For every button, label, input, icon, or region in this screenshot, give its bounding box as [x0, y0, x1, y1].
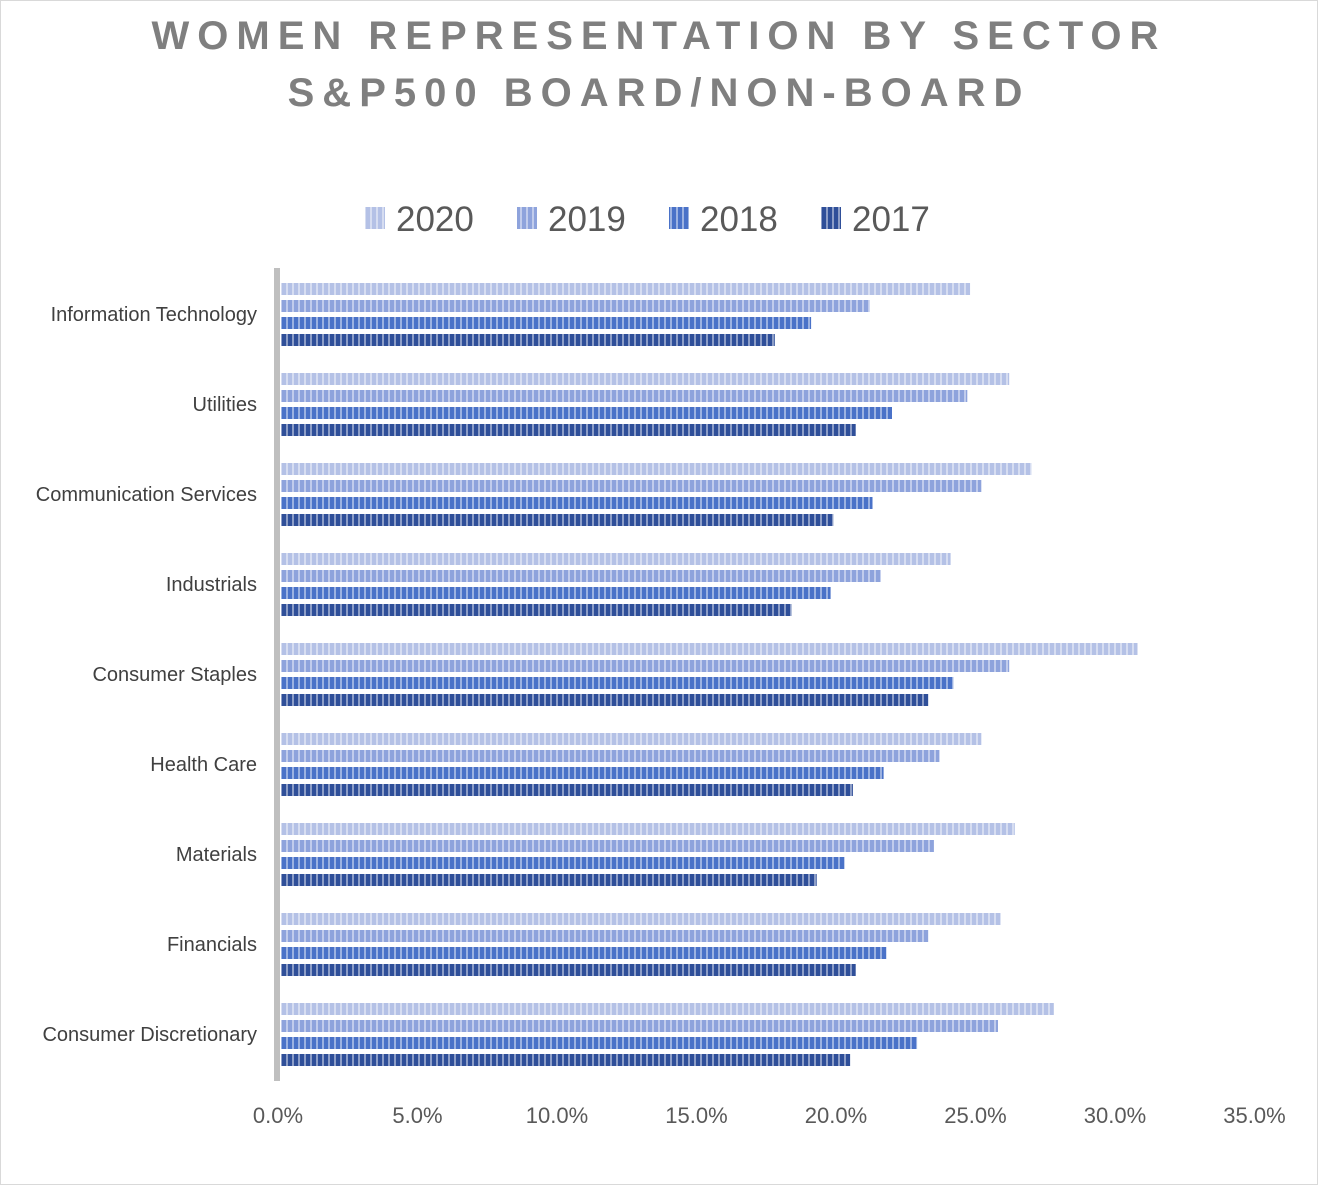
x-tick-label: 20.0% — [805, 1103, 867, 1128]
bar-2020-2 — [281, 463, 1032, 475]
legend-label-2019: 2019 — [548, 200, 626, 239]
legend-swatch-2018 — [669, 207, 689, 229]
bar-2020-0 — [281, 283, 971, 295]
bar-2017-0 — [281, 334, 775, 346]
bar-2018-6 — [281, 857, 845, 869]
bar-2017-6 — [281, 874, 817, 886]
x-tick-label: 25.0% — [944, 1103, 1006, 1128]
legend-swatch-2017 — [821, 207, 841, 229]
bar-2017-8 — [281, 1054, 851, 1066]
bar-2019-2 — [281, 480, 982, 492]
bar-2019-3 — [281, 570, 881, 582]
x-tick-label: 5.0% — [392, 1103, 442, 1128]
bar-2019-6 — [281, 840, 934, 852]
category-label: Industrials — [166, 574, 257, 596]
bar-2018-1 — [281, 407, 892, 419]
x-tick-label: 10.0% — [526, 1103, 588, 1128]
bar-2018-2 — [281, 497, 873, 509]
x-tick-label: 30.0% — [1084, 1103, 1146, 1128]
bar-2017-1 — [281, 424, 856, 436]
category-label: Consumer Discretionary — [42, 1024, 257, 1046]
chart-title-line-2: S&P500 BOARD/NON-BOARD — [287, 71, 1031, 115]
bars-group — [281, 283, 1138, 1066]
bar-2020-8 — [281, 1003, 1054, 1015]
legend-label-2020: 2020 — [396, 200, 474, 239]
bar-2019-4 — [281, 660, 1010, 672]
bar-2017-3 — [281, 604, 792, 616]
bar-2017-5 — [281, 784, 853, 796]
bar-2019-1 — [281, 390, 968, 402]
category-label: Utilities — [193, 394, 257, 416]
bar-2018-7 — [281, 947, 887, 959]
bar-2020-1 — [281, 373, 1010, 385]
bar-2018-8 — [281, 1037, 918, 1049]
legend-swatch-2020 — [365, 207, 385, 229]
y-axis-line — [274, 268, 280, 1081]
category-labels: Information Technology Utilities Communica… — [36, 304, 257, 1046]
x-tick-label: 35.0% — [1223, 1103, 1285, 1128]
x-tick-label: 0.0% — [253, 1103, 303, 1128]
bar-2019-7 — [281, 930, 929, 942]
category-label: Information Technology — [51, 304, 257, 326]
bar-2018-5 — [281, 767, 884, 779]
chart-title-line-1: WOMEN REPRESENTATION BY SECTOR — [151, 14, 1167, 58]
legend-label-2017: 2017 — [852, 200, 930, 239]
category-label: Financials — [167, 934, 257, 956]
bar-2019-8 — [281, 1020, 998, 1032]
x-axis-tick-labels: 0.0% 5.0% 10.0% 15.0% 20.0% 25.0% 30.0% 35.0% — [253, 1103, 1286, 1128]
bar-2020-5 — [281, 733, 982, 745]
legend-label-2018: 2018 — [700, 200, 778, 239]
x-tick-label: 15.0% — [665, 1103, 727, 1128]
bar-2020-7 — [281, 913, 1001, 925]
category-label: Materials — [176, 844, 257, 866]
bar-2017-2 — [281, 514, 834, 526]
bar-2019-0 — [281, 300, 870, 312]
bar-2017-7 — [281, 964, 856, 976]
category-label: Health Care — [150, 754, 257, 776]
legend: 2020 2019 2018 2017 — [365, 200, 930, 239]
bar-2018-0 — [281, 317, 812, 329]
bar-2018-3 — [281, 587, 831, 599]
category-label: Consumer Staples — [92, 664, 257, 686]
bar-2020-4 — [281, 643, 1138, 655]
bar-2020-3 — [281, 553, 951, 565]
category-label: Communication Services — [36, 484, 257, 506]
bar-2017-4 — [281, 694, 929, 706]
bar-2018-4 — [281, 677, 954, 689]
bar-2019-5 — [281, 750, 940, 762]
legend-swatch-2019 — [517, 207, 537, 229]
bar-2020-6 — [281, 823, 1015, 835]
